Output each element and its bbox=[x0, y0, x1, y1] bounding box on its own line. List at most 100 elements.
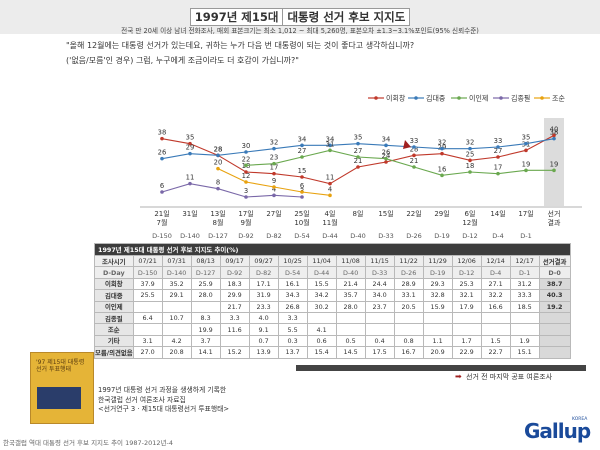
table-cell: 3.1 bbox=[132, 334, 163, 348]
table-cell: D-140 bbox=[161, 266, 192, 279]
table-cell: 3.7 bbox=[190, 334, 221, 348]
table-cell: 16.1 bbox=[277, 277, 308, 291]
x-dday-label: D-150 bbox=[152, 232, 172, 240]
data-point bbox=[328, 181, 332, 186]
table-cell: D-40 bbox=[335, 266, 366, 279]
x-tick-label: 29일 bbox=[434, 209, 449, 218]
data-point bbox=[384, 156, 388, 161]
table-cell bbox=[306, 311, 337, 325]
data-label: 28 bbox=[214, 145, 223, 153]
data-label: 22 bbox=[242, 155, 251, 163]
table-cell: 32.2 bbox=[480, 289, 511, 302]
table-cell bbox=[538, 311, 571, 325]
table-cell: 13.9 bbox=[248, 346, 279, 359]
table-cell: 1.7 bbox=[451, 334, 482, 348]
table-cell: D-12 bbox=[451, 266, 482, 279]
table-cell: 24.4 bbox=[364, 277, 395, 291]
data-point bbox=[244, 180, 248, 184]
table-cell: 35.7 bbox=[335, 289, 366, 302]
table-cell bbox=[480, 323, 511, 336]
legend-marker bbox=[499, 96, 503, 100]
table-cell: 35.2 bbox=[161, 277, 192, 291]
data-label: 17 bbox=[494, 164, 503, 172]
data-point bbox=[440, 151, 444, 156]
support-table: 1997년 제15대 대통령 선거 후보 지지도 추이(%) 조사시기 07/21 0… bbox=[94, 243, 571, 359]
x-dday-label: D-33 bbox=[378, 232, 394, 240]
x-tick-label: 10월 bbox=[294, 218, 309, 227]
table-cell: 0.5 bbox=[335, 334, 366, 348]
x-tick-label: 11월 bbox=[322, 218, 337, 227]
table-cell bbox=[538, 323, 571, 336]
data-label: 38 bbox=[158, 129, 167, 137]
table-cell: 10/25 bbox=[277, 254, 308, 268]
table-cell: 3.3 bbox=[277, 311, 308, 325]
data-label: 35 bbox=[522, 134, 531, 142]
legend-marker bbox=[414, 96, 418, 100]
table-cell: 28.9 bbox=[393, 277, 424, 291]
data-label: 27 bbox=[354, 147, 363, 155]
table-cell: 3.3 bbox=[219, 311, 250, 325]
survey-subtitle: 전국 만 20세 이상 남녀 전화조사, 매회 표본크기는 최소 1,012 ~… bbox=[121, 27, 479, 35]
table-cell: D-4 bbox=[480, 266, 511, 279]
data-label: 6 bbox=[160, 182, 164, 190]
data-point bbox=[552, 136, 556, 141]
table-cell bbox=[538, 334, 571, 348]
table-cell: 23.7 bbox=[364, 300, 395, 313]
data-point bbox=[328, 143, 332, 148]
table-cell: D-19 bbox=[422, 266, 453, 279]
table-cell: 07/21 bbox=[132, 254, 163, 268]
data-label: 26 bbox=[382, 149, 391, 157]
table-cell bbox=[538, 346, 571, 359]
data-label: 38 bbox=[550, 129, 559, 137]
question-line-2: ('없음/모름'인 경우) 그럼, 누구에게 조금이라도 더 호감이 가십니까?… bbox=[66, 56, 299, 65]
table-cell: D-0 bbox=[538, 266, 571, 279]
row-label: 김대중 bbox=[94, 289, 134, 302]
data-label: 16 bbox=[438, 165, 447, 173]
table-caption: 1997년 제15대 대통령 선거 후보 지지도 추이(%) bbox=[94, 243, 571, 256]
table-cell: 27.1 bbox=[480, 277, 511, 291]
row-label: D-Day bbox=[94, 266, 134, 279]
table-dday-row: D-Day D-150 D-140 D-127 D-92 D-82 D-54 D-44 D-40… bbox=[94, 266, 571, 279]
x-dday-label: D-140 bbox=[180, 232, 200, 240]
table-cell bbox=[335, 311, 366, 325]
legend-label: 김대중 bbox=[426, 95, 446, 103]
table-cell: 19.2 bbox=[538, 300, 571, 313]
table-cell: 1.5 bbox=[480, 334, 511, 348]
table-cell: 27.0 bbox=[132, 346, 163, 359]
table-cell: D-82 bbox=[248, 266, 279, 279]
data-label: 11 bbox=[326, 174, 335, 182]
x-tick-label: 4일 bbox=[325, 209, 336, 218]
table-cell: 0.7 bbox=[248, 334, 279, 348]
table-cell: 0.6 bbox=[306, 334, 337, 348]
table-cell: 0.3 bbox=[277, 334, 308, 348]
book-desc-1: 1997년 대통령 선거 과정을 생생하게 기록한 bbox=[98, 386, 227, 394]
line-chart: 21일7월D-15031일D-14013일8월D-12717일9월D-9227일… bbox=[140, 94, 582, 240]
x-tick-label: 17일 bbox=[238, 209, 253, 218]
data-label: 34 bbox=[298, 135, 307, 143]
data-point bbox=[328, 148, 332, 153]
data-point bbox=[244, 150, 248, 154]
data-point bbox=[216, 166, 220, 171]
data-point bbox=[356, 165, 360, 169]
table-cell: 선거결과 bbox=[538, 254, 571, 268]
series-line bbox=[245, 149, 554, 176]
data-point bbox=[160, 136, 164, 141]
table-cell: 6.4 bbox=[132, 311, 163, 325]
x-dday-label: D-40 bbox=[350, 232, 366, 240]
table-cell: 25.5 bbox=[132, 289, 163, 302]
table-cell: 37.9 bbox=[132, 277, 163, 291]
data-point bbox=[216, 153, 220, 158]
table-cell: D-92 bbox=[219, 266, 250, 279]
table-cell: 25.3 bbox=[451, 277, 482, 291]
table-cell: D-44 bbox=[306, 266, 337, 279]
data-point bbox=[412, 145, 416, 149]
data-point bbox=[188, 181, 192, 186]
table-cell bbox=[161, 300, 192, 313]
table-cell: 18.3 bbox=[219, 277, 250, 291]
data-label: 15 bbox=[298, 167, 307, 175]
legend-marker bbox=[457, 96, 461, 100]
data-point bbox=[496, 171, 500, 176]
x-tick-label: 14일 bbox=[490, 209, 505, 218]
table-cell: 8.3 bbox=[190, 311, 221, 325]
table-cell: D-150 bbox=[132, 266, 163, 279]
